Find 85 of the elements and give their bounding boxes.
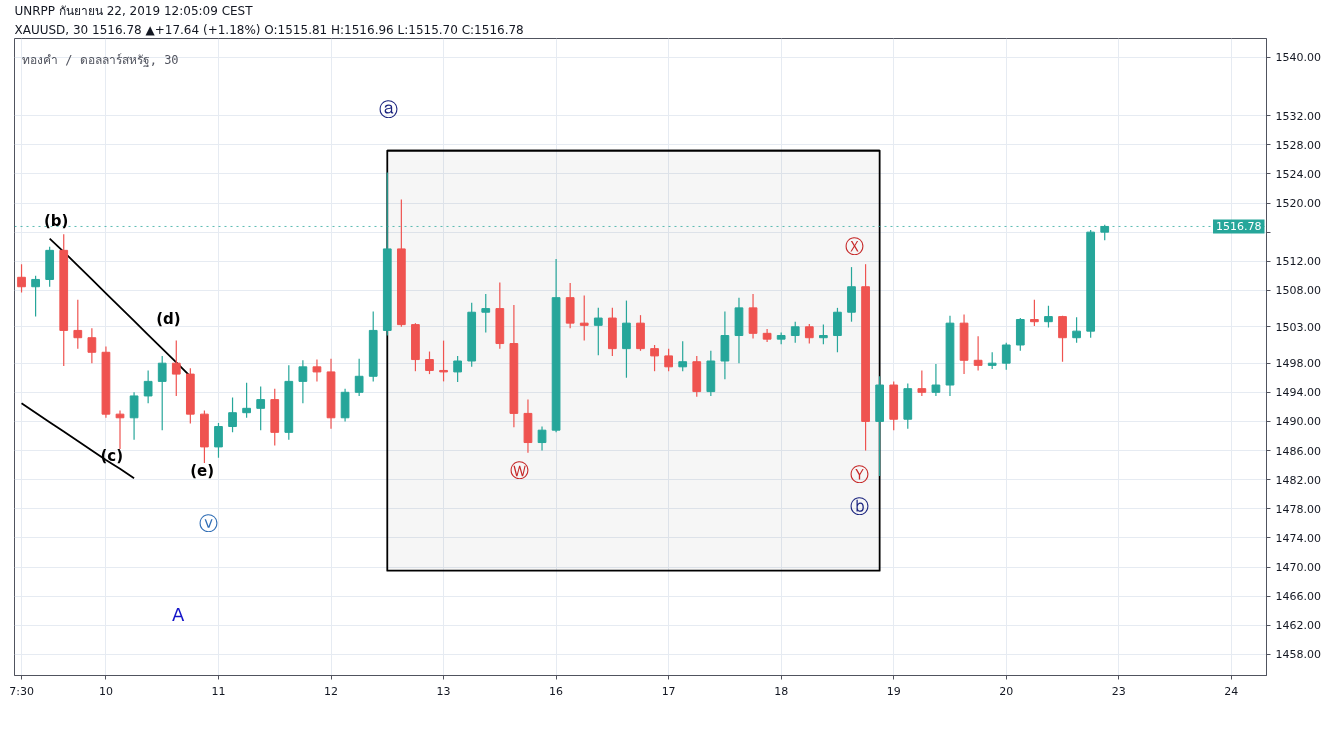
x-tick-label: 12 (324, 684, 339, 698)
annotation: (d) (156, 309, 181, 328)
y-tick-label: 1490.00 (1275, 415, 1321, 429)
y-tick-label: 1524.00 (1275, 167, 1321, 181)
candlestick (1001, 342, 1011, 371)
y-tick-label: 1462.00 (1275, 619, 1321, 633)
x-tick-label: 10 (98, 684, 113, 698)
y-tick-label: 1512.00 (1275, 255, 1321, 269)
chart-subtitle: XAUUSD, 30 1516.78 ▲+17.64 (+1.18%) O:1515.81 H:1516.96 L:1515.70 C:1516.78 (14, 23, 524, 37)
candlestick (1058, 315, 1067, 363)
y-tick-label: 1458.00 (1275, 648, 1321, 662)
annotation: ⓑ (850, 495, 870, 518)
y-tick-label: 1474.00 (1275, 531, 1321, 545)
candlestick (17, 263, 26, 294)
candlestick (242, 382, 251, 419)
candlestick (214, 422, 223, 459)
candlestick (537, 425, 547, 452)
candlestick (593, 307, 603, 356)
candlestick (973, 335, 983, 372)
y-tick-label: 1508.00 (1275, 284, 1321, 298)
candlestick (1044, 305, 1053, 329)
candlestick (115, 409, 125, 450)
candlestick (312, 358, 322, 382)
annotation: A (172, 603, 186, 625)
x-tick-label: 24 (1224, 684, 1239, 698)
candlestick (143, 369, 153, 404)
y-tick-label: 1466.00 (1275, 590, 1321, 604)
candlestick (228, 396, 237, 433)
y-tick-label: 1498.00 (1275, 357, 1321, 371)
x-tick-label: 20 (999, 684, 1014, 698)
y-tick-label: 1494.00 (1275, 386, 1321, 400)
y-tick-label: 1503.00 (1275, 320, 1321, 334)
annotation: (b) (43, 211, 69, 230)
candlestick (481, 293, 491, 334)
candlestick (453, 355, 462, 383)
annotation: (e) (190, 461, 215, 480)
candlestick (579, 294, 589, 342)
x-tick-label: 13 (436, 684, 451, 698)
candlestick (664, 348, 673, 372)
y-tick-label: 1486.00 (1275, 444, 1321, 458)
candlestick (819, 324, 828, 345)
y-tick-label: 1532.00 (1275, 109, 1321, 123)
candlestick (804, 323, 814, 345)
annotation: Ⓧ (844, 235, 864, 258)
candlestick (439, 340, 448, 382)
candlestick (833, 307, 842, 353)
x-tick-label: 17 (661, 684, 676, 698)
candlestick (171, 340, 181, 397)
x-tick-label: 19 (886, 684, 901, 698)
x-tick-label: 18 (774, 684, 789, 698)
line-series (20, 402, 135, 480)
y-tick-label: 1470.00 (1275, 561, 1321, 575)
annotation: Ⓦ (510, 458, 530, 481)
y-tick-label: 1540.00 (1275, 51, 1321, 65)
candlestick (298, 359, 308, 404)
candlestick (1072, 316, 1081, 344)
chart-title: UNRPP กันยายน 22, 2019 12:05:09 CEST (14, 4, 254, 18)
annotation: ⓥ (198, 511, 218, 534)
y-tick-label: 1520.00 (1275, 197, 1321, 211)
x-tick-label: 23 (1111, 684, 1126, 698)
candlestick (1030, 299, 1039, 327)
candlestick (157, 355, 167, 431)
candlestick (650, 344, 659, 372)
y-tick-label: 1528.00 (1275, 138, 1321, 152)
annotation: ⓐ (379, 97, 399, 120)
candlestick (129, 391, 139, 441)
candlestick (31, 275, 40, 318)
candlestick (931, 363, 941, 397)
candlestick (790, 321, 800, 344)
annotation: Ⓨ (850, 462, 870, 485)
x-tick-label: 16 (549, 684, 564, 698)
candlestick (354, 358, 364, 397)
ref-line-label: 1516.78 (1216, 220, 1262, 234)
candlestick (917, 369, 927, 397)
x-tick-label: 11 (211, 684, 226, 698)
annotation: (c) (100, 447, 124, 466)
candlestick (87, 327, 97, 364)
candlestick (678, 340, 688, 372)
candlestick (73, 299, 83, 350)
candlestick (425, 350, 434, 375)
x-tick-label: 7:30 (9, 684, 34, 698)
candlestick (256, 385, 266, 431)
y-tick-label: 1482.00 (1275, 473, 1321, 487)
annotation: ทองคำ / ดอลลาร์สหรัฐ, 30 (22, 52, 179, 67)
y-tick-label: 1478.00 (1275, 502, 1321, 516)
